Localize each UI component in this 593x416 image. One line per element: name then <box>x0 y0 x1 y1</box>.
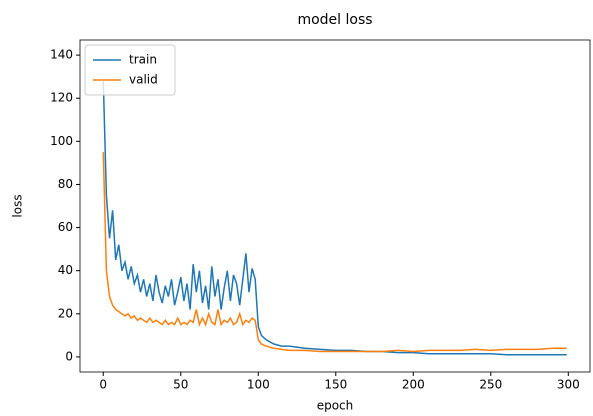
line-series <box>102 80 567 356</box>
x-tick-label: 100 <box>247 378 270 392</box>
line-series <box>102 152 567 353</box>
x-tick-label: 300 <box>557 378 580 392</box>
y-tick-label: 120 <box>50 91 73 105</box>
y-tick-label: 100 <box>50 134 73 148</box>
legend-label: train <box>129 53 157 67</box>
x-tick-label: 250 <box>479 378 502 392</box>
y-axis-label: loss <box>11 194 25 217</box>
x-tick-label: 50 <box>173 378 188 392</box>
x-tick-label: 200 <box>402 378 425 392</box>
x-tick-label: 150 <box>324 378 347 392</box>
legend-label: valid <box>129 73 158 87</box>
axes-frame <box>79 39 591 373</box>
x-axis-label: epoch <box>317 399 354 413</box>
y-tick-label: 40 <box>58 263 73 277</box>
y-tick-label: 20 <box>58 306 73 320</box>
y-tick-label: 140 <box>50 48 73 62</box>
x-tick-label: 0 <box>99 378 107 392</box>
y-tick-label: 60 <box>58 220 73 234</box>
y-tick-label: 80 <box>58 177 73 191</box>
y-tick-label: 0 <box>65 349 73 363</box>
chart-title: model loss <box>297 12 372 28</box>
legend-box <box>84 44 176 96</box>
